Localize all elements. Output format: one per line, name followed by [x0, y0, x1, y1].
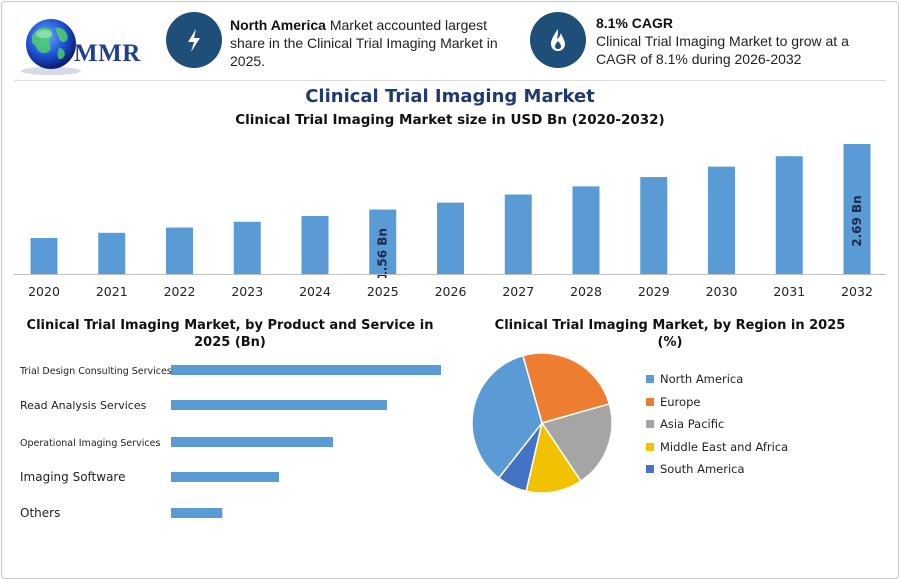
x-tick-label: 2025 [367, 284, 399, 299]
product-bar [171, 400, 387, 410]
x-tick-label: 2030 [706, 284, 738, 299]
bar-2023 [233, 221, 261, 274]
market-size-bar-chart: 2020 2021 2022 2023 2024 2025 1.56 Bn 2026 2027 2… [14, 144, 886, 299]
product-label: Others [20, 506, 60, 520]
x-tick-label: 2032 [841, 284, 873, 299]
product-label: Operational Imaging Services [20, 438, 160, 449]
pie-slice-north-america [471, 354, 543, 480]
legend-swatch [646, 397, 654, 406]
bar-2031 [775, 156, 803, 274]
product-bar [171, 437, 333, 447]
kpi-2-bold: 8.1% CAGR [596, 15, 674, 31]
bar-2022 [166, 227, 193, 274]
bar-chart-title: Clinical Trial Imaging Market size in US… [235, 112, 665, 128]
product-bar [171, 472, 279, 482]
legend-swatch [646, 465, 654, 473]
bar-data-label: 2.69 Bn [850, 195, 864, 246]
region-pie-chart [471, 352, 613, 494]
bar-2029 [640, 177, 668, 274]
mmr-logo [21, 19, 81, 75]
legend-label: South America [660, 462, 745, 476]
x-tick-label: 2029 [638, 284, 670, 299]
bar-2028 [572, 186, 600, 274]
x-tick-label: 2022 [164, 284, 196, 299]
pie-slice-middle-east-and-africa [525, 421, 582, 494]
legend-swatch [646, 420, 654, 428]
product-label: Trial Design Consulting Services [19, 366, 172, 377]
product-label: Read Analysis Services [20, 399, 147, 412]
x-tick-label: 2026 [435, 284, 467, 299]
legend-label: North America [660, 372, 744, 386]
bar-data-label: 1.56 Bn [376, 228, 390, 279]
bar-2026 [437, 202, 464, 274]
kpi-north-america: North America Market accounted largest s… [230, 16, 506, 70]
legend-swatch [646, 375, 654, 383]
legend-label: Asia Pacific [660, 417, 725, 431]
product-label: Imaging Software [20, 470, 125, 484]
legend-swatch [646, 442, 654, 451]
bar-2025 [369, 209, 397, 274]
page-title: Clinical Trial Imaging Market [305, 86, 595, 107]
x-tick-label: 2028 [570, 284, 602, 299]
region-chart-title: Clinical Trial Imaging Market, by Region… [494, 318, 846, 350]
bar-2020 [30, 238, 58, 274]
lightning-bolt-icon [166, 12, 222, 68]
bar-2024 [301, 215, 329, 274]
bar-2032 [843, 144, 871, 274]
x-tick-label: 2031 [773, 284, 805, 299]
x-tick-label: 2024 [299, 284, 331, 299]
kpi-1-bold: North America [230, 17, 326, 33]
logo-text: MMR [74, 40, 141, 67]
product-bar [171, 508, 223, 518]
legend-label: Middle East and Africa [660, 439, 789, 454]
bar-2030 [708, 166, 735, 274]
x-tick-label: 2021 [96, 284, 128, 299]
product-service-bar-chart: Trial Design Consulting Services Read Ana… [19, 365, 441, 520]
product-chart-title: Clinical Trial Imaging Market, by Produc… [26, 318, 434, 350]
flame-drop-icon [530, 12, 586, 68]
bar-2027 [504, 194, 532, 274]
header-divider [14, 80, 886, 81]
kpi-2-text: Clinical Trial Imaging Market to grow at… [596, 33, 849, 67]
x-tick-label: 2027 [502, 284, 534, 299]
product-bar [171, 365, 441, 375]
pie-slice-asia-pacific [540, 403, 613, 483]
pie-slice-europe [522, 352, 611, 424]
kpi-1-text: Market accounted largest share in the Cl… [230, 17, 498, 69]
kpi-cagr: 8.1% CAGR Clinical Trial Imaging Market … [596, 14, 866, 68]
x-tick-label: 2020 [28, 284, 60, 299]
legend-label: Europe [660, 394, 701, 409]
x-tick-label: 2023 [231, 284, 263, 299]
bar-2021 [98, 232, 126, 274]
